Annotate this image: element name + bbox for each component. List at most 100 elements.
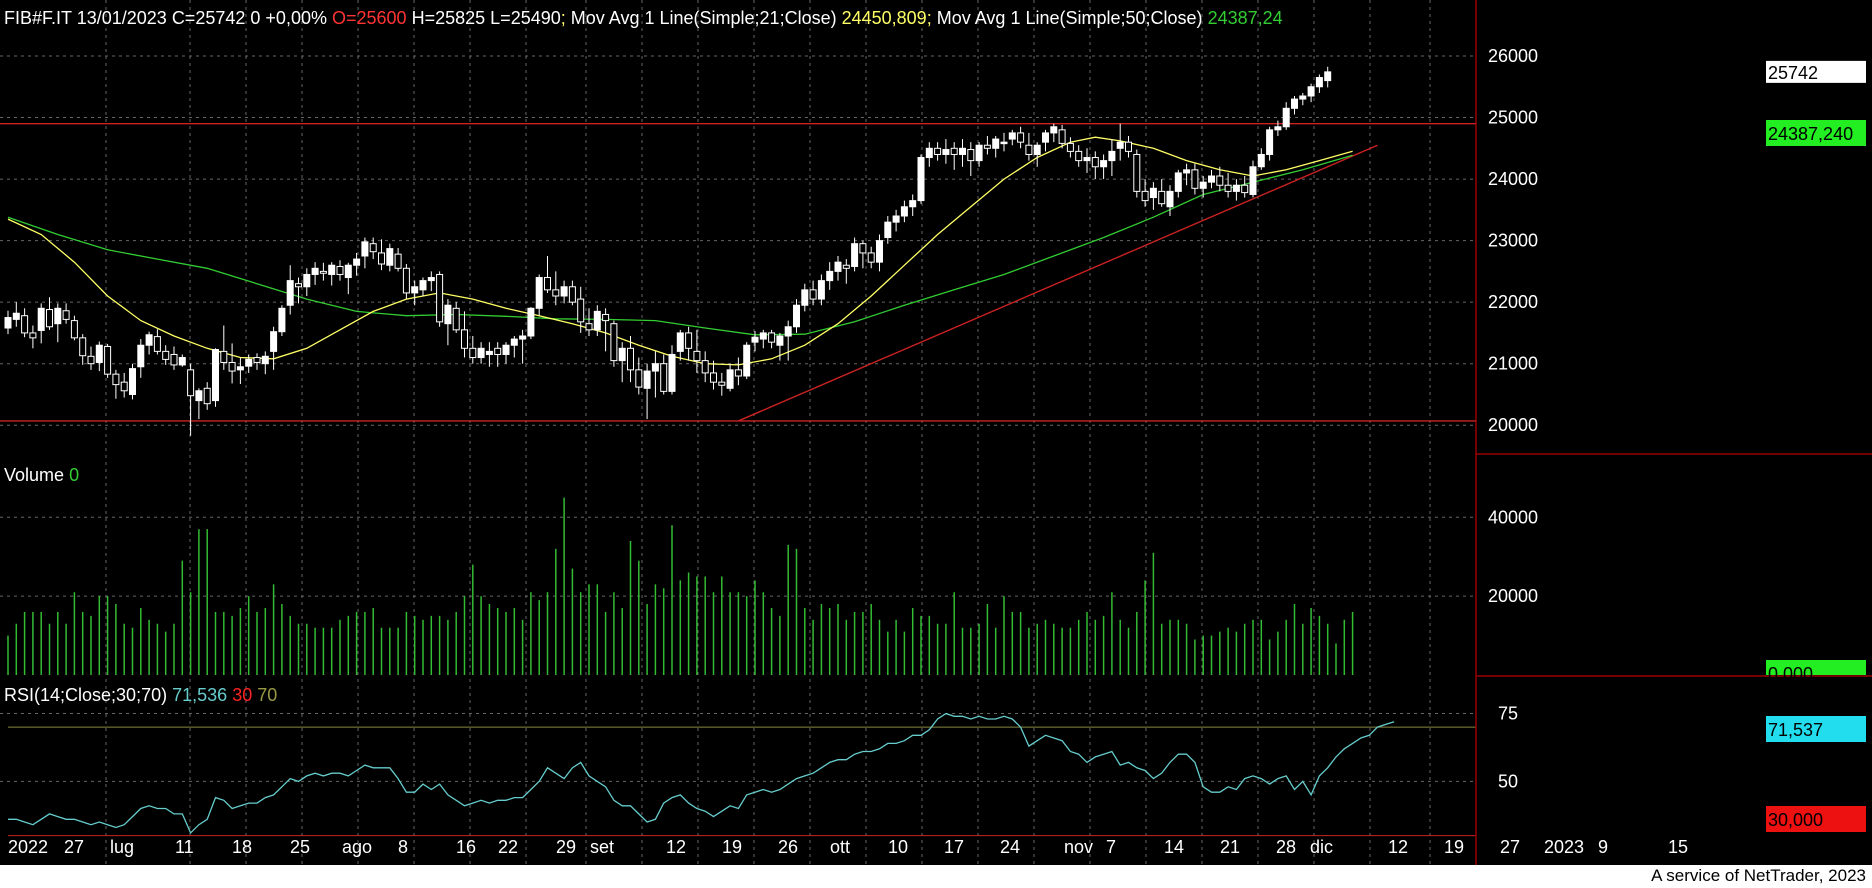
candle-body [983, 144, 991, 149]
candle-body [959, 147, 966, 155]
header-ma50-value: 24387,24 [1208, 8, 1283, 28]
header-symbol: FIB#F.IT [4, 8, 72, 28]
candle-body [643, 370, 651, 389]
candle-body [909, 200, 917, 208]
candle-body [1075, 150, 1083, 162]
candle-body [635, 369, 643, 388]
date-tick-label: 21 [1220, 837, 1240, 857]
candle-body [195, 390, 203, 402]
rsi-header: RSI(14;Close;30;70) 71,536 30 70 [4, 685, 277, 705]
axis-badges: 25742 24387,240 0,000 71,537 30,000 [1766, 60, 1866, 832]
candle-body [62, 310, 70, 320]
candle-body [1274, 126, 1282, 131]
candle-body [402, 267, 410, 294]
date-tick-label: 29 [556, 837, 576, 857]
candle-body [112, 373, 120, 386]
header-date: 13/01/2023 [77, 8, 167, 28]
date-tick-label: 19 [1444, 837, 1464, 857]
candle-body [577, 298, 585, 323]
candle-body [593, 310, 601, 331]
axis-labels: 20000 21000 22000 23000 24000 25000 26000 20000… [8, 46, 1688, 857]
candle-body [1091, 157, 1099, 168]
candle-body [461, 329, 468, 349]
candle-body [87, 355, 95, 365]
candle-body [129, 368, 136, 395]
candle-body [1266, 129, 1274, 155]
candle-body [477, 347, 485, 359]
candle-body [37, 307, 45, 331]
ma-badge [1766, 120, 1866, 146]
candle-body [311, 267, 319, 275]
date-tick-label: 28 [1276, 837, 1296, 857]
candle-body [1116, 141, 1124, 149]
candle-body [212, 349, 219, 402]
candle-body [1216, 175, 1224, 186]
candle-body [693, 350, 701, 362]
candle-body [851, 243, 859, 267]
candle-body [560, 286, 568, 297]
date-tick-label: 2023 [1544, 837, 1584, 857]
candle-body [394, 253, 402, 269]
candle-body [718, 381, 726, 386]
header-sep-1: ; [561, 8, 566, 28]
candle-body [1324, 71, 1332, 82]
date-tick-label: 9 [1598, 837, 1608, 857]
candle-body [651, 363, 659, 372]
header-low: L=25490 [490, 8, 561, 28]
candle-body [253, 357, 261, 363]
candle-body [884, 221, 892, 239]
header-ma50-label: Mov Avg 1 Line(Simple;50;Close) [937, 8, 1203, 28]
candle-body [826, 270, 834, 282]
candle-body [411, 286, 419, 294]
candle-body [145, 334, 153, 346]
candle-body [992, 138, 1000, 149]
date-tick-label: ott [830, 837, 850, 857]
candle-body [361, 241, 369, 257]
volume-tick-label: 40000 [1488, 507, 1538, 527]
last-price-badge [1766, 60, 1866, 83]
date-tick-label: ago [342, 837, 372, 857]
candle-body [618, 347, 626, 362]
candle-body [1133, 153, 1141, 192]
candle-body [726, 369, 734, 389]
candle-body [934, 147, 942, 155]
date-tick-label: 8 [398, 837, 408, 857]
candle-body [759, 332, 767, 340]
date-tick-label: 27 [1500, 837, 1520, 857]
candle-body [809, 289, 817, 300]
candle-body [120, 381, 128, 392]
candle-body [1232, 184, 1240, 192]
candle-body [544, 277, 551, 291]
candle-body [967, 149, 975, 162]
date-tick-label: 22 [498, 837, 518, 857]
candle-body [1050, 126, 1058, 134]
candle-body [950, 147, 958, 155]
candle-body [436, 273, 444, 323]
last-price-badge-text: 25742 [1768, 63, 1818, 83]
header-change: 0 +0,00% [250, 8, 327, 28]
candle-body [743, 344, 751, 377]
candle-body [286, 280, 294, 306]
trendline-layer [0, 122, 1476, 422]
candle-body [1315, 77, 1323, 88]
candle-body [1257, 153, 1265, 168]
header-open: O=25600 [332, 8, 407, 28]
rsi-low: 30 [232, 685, 252, 705]
candle-body [602, 313, 610, 322]
candle-body [4, 317, 12, 329]
rsi-value: 71,536 [172, 685, 227, 705]
candle-body [79, 337, 87, 357]
rsi-low-badge [1766, 806, 1866, 832]
date-tick-label: 17 [944, 837, 964, 857]
candle-body [535, 277, 543, 309]
candle-body [153, 336, 161, 352]
rsi-badge [1766, 716, 1866, 742]
price-tick-label: 26000 [1488, 46, 1538, 66]
candle-body [527, 307, 535, 337]
price-tick-label: 22000 [1488, 292, 1538, 312]
candle-body [942, 149, 950, 155]
date-tick-label: 24 [1000, 837, 1020, 857]
volume-tick-label: 20000 [1488, 586, 1538, 606]
